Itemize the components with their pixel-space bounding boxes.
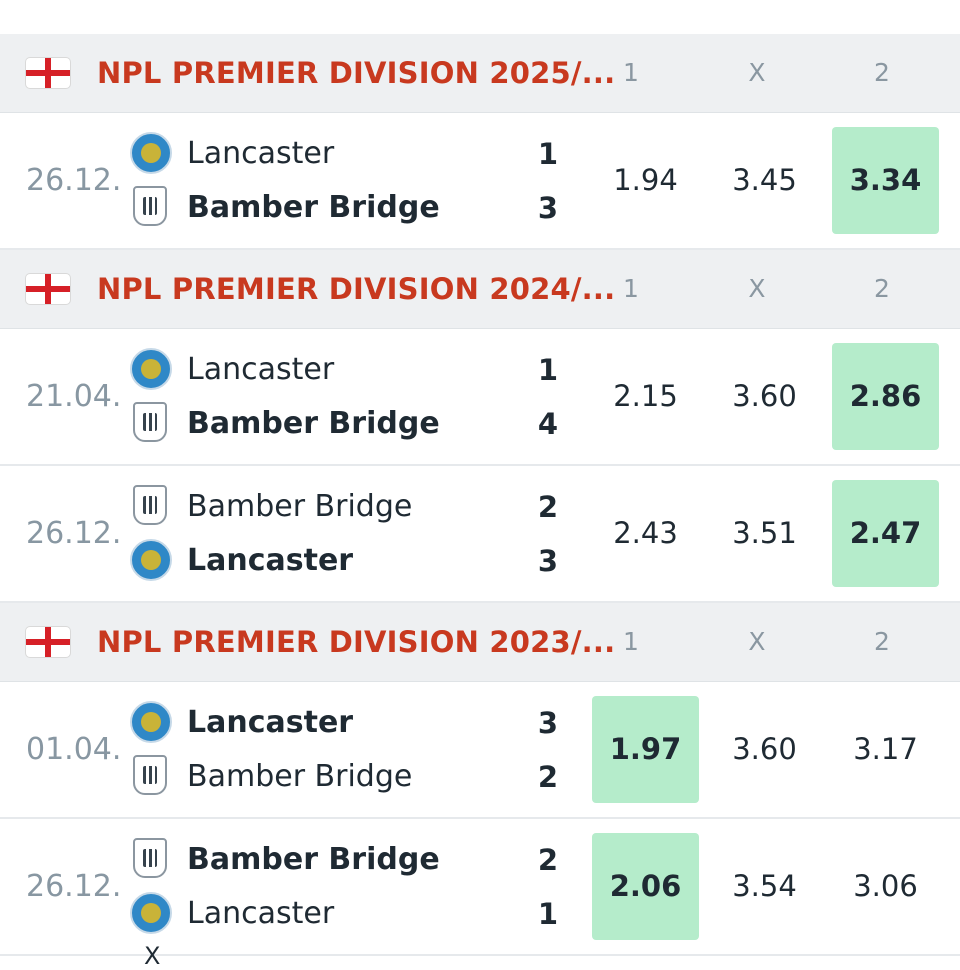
match-row[interactable]: 26.12. Lancaster 1 Bamber Bridge 3 1.94 … xyxy=(0,113,960,250)
col-label-away: 2 xyxy=(874,627,890,656)
team-away: Bamber Bridge 4 xyxy=(130,397,570,451)
sections-container: NPL PREMIER DIVISION 2025/... 1 X 2 26.1… xyxy=(0,34,960,956)
match-row[interactable]: 21.04. Lancaster 1 Bamber Bridge 4 2.15 … xyxy=(0,329,960,466)
league-name[interactable]: NPL PREMIER DIVISION 2024/... xyxy=(97,272,616,306)
odd-home[interactable]: 2.43 xyxy=(613,516,678,550)
team-home: Bamber Bridge 2 xyxy=(130,833,570,887)
col-label-away: 2 xyxy=(874,274,890,303)
match-date: 26.12. xyxy=(26,163,122,198)
bamber-bridge-crest-icon xyxy=(133,186,167,226)
team-score: 3 xyxy=(537,544,559,578)
league-header[interactable]: NPL PREMIER DIVISION 2025/... 1 X 2 xyxy=(0,34,960,113)
team-score: 3 xyxy=(537,191,559,225)
odd-draw[interactable]: 3.60 xyxy=(732,732,797,766)
match-date: 26.12. xyxy=(26,516,122,551)
odd-draw[interactable]: 3.51 xyxy=(732,516,797,550)
bamber-bridge-crest-icon xyxy=(133,485,167,525)
team-score: 1 xyxy=(537,353,559,387)
top-spacer xyxy=(0,0,960,34)
odd-away[interactable]: 3.34 xyxy=(832,127,939,234)
lancaster-crest-icon xyxy=(130,701,172,743)
team-score: 4 xyxy=(537,407,559,441)
odd-draw[interactable]: 3.60 xyxy=(732,379,797,413)
team-away: Lancaster 3 xyxy=(130,534,570,588)
league-name[interactable]: NPL PREMIER DIVISION 2025/... xyxy=(97,56,616,90)
team-name: Lancaster xyxy=(187,136,335,171)
col-label-draw: X xyxy=(748,627,766,656)
lancaster-crest-icon xyxy=(130,892,172,934)
col-label-home: 1 xyxy=(623,274,639,303)
match-row[interactable]: 26.12. Bamber Bridge 2 Lancaster 1 2.06 … xyxy=(0,819,960,956)
col-label-home: 1 xyxy=(623,58,639,87)
odd-draw[interactable]: 3.45 xyxy=(732,163,797,197)
cut-off-text: X xyxy=(144,942,161,970)
odd-home[interactable]: 1.94 xyxy=(613,163,678,197)
odd-home[interactable]: 1.97 xyxy=(592,696,699,803)
team-score: 2 xyxy=(537,760,559,794)
bamber-bridge-crest-icon xyxy=(133,755,167,795)
england-flag-icon xyxy=(26,627,70,657)
odd-away[interactable]: 3.17 xyxy=(853,732,918,766)
odd-away[interactable]: 2.86 xyxy=(832,343,939,450)
team-away: Lancaster 1 xyxy=(130,887,570,941)
league-header[interactable]: NPL PREMIER DIVISION 2024/... 1 X 2 xyxy=(0,250,960,329)
team-score: 1 xyxy=(537,897,559,931)
col-label-draw: X xyxy=(748,274,766,303)
match-row[interactable]: 01.04. Lancaster 3 Bamber Bridge 2 1.97 … xyxy=(0,682,960,819)
odd-draw[interactable]: 3.54 xyxy=(732,869,797,903)
team-score: 2 xyxy=(537,843,559,877)
team-score: 1 xyxy=(537,137,559,171)
england-flag-icon xyxy=(26,274,70,304)
team-name: Lancaster xyxy=(187,352,335,387)
team-name: Bamber Bridge xyxy=(187,190,440,225)
team-name: Lancaster xyxy=(187,705,354,740)
team-home: Lancaster 1 xyxy=(130,343,570,397)
team-name: Lancaster xyxy=(187,896,335,931)
lancaster-crest-icon xyxy=(130,539,172,581)
team-name: Bamber Bridge xyxy=(187,489,413,524)
bamber-bridge-crest-icon xyxy=(133,402,167,442)
team-away: Bamber Bridge 3 xyxy=(130,181,570,235)
team-name: Bamber Bridge xyxy=(187,842,440,877)
team-home: Lancaster 1 xyxy=(130,127,570,181)
team-name: Bamber Bridge xyxy=(187,759,413,794)
team-score: 3 xyxy=(537,706,559,740)
col-label-draw: X xyxy=(748,58,766,87)
league-name[interactable]: NPL PREMIER DIVISION 2023/... xyxy=(97,625,616,659)
lancaster-crest-icon xyxy=(130,132,172,174)
match-date: 21.04. xyxy=(26,379,122,414)
team-name: Lancaster xyxy=(187,543,354,578)
bamber-bridge-crest-icon xyxy=(133,838,167,878)
team-name: Bamber Bridge xyxy=(187,406,440,441)
league-header[interactable]: NPL PREMIER DIVISION 2023/... 1 X 2 xyxy=(0,603,960,682)
odd-away[interactable]: 2.47 xyxy=(832,480,939,587)
england-flag-icon xyxy=(26,58,70,88)
team-home: Bamber Bridge 2 xyxy=(130,480,570,534)
match-date: 01.04. xyxy=(26,732,122,767)
match-row[interactable]: 26.12. Bamber Bridge 2 Lancaster 3 2.43 … xyxy=(0,466,960,603)
match-date: 26.12. xyxy=(26,869,122,904)
lancaster-crest-icon xyxy=(130,348,172,390)
col-label-home: 1 xyxy=(623,627,639,656)
col-label-away: 2 xyxy=(874,58,890,87)
odd-home[interactable]: 2.15 xyxy=(613,379,678,413)
team-home: Lancaster 3 xyxy=(130,696,570,750)
odd-away[interactable]: 3.06 xyxy=(853,869,918,903)
odd-home[interactable]: 2.06 xyxy=(592,833,699,940)
team-score: 2 xyxy=(537,490,559,524)
team-away: Bamber Bridge 2 xyxy=(130,750,570,804)
